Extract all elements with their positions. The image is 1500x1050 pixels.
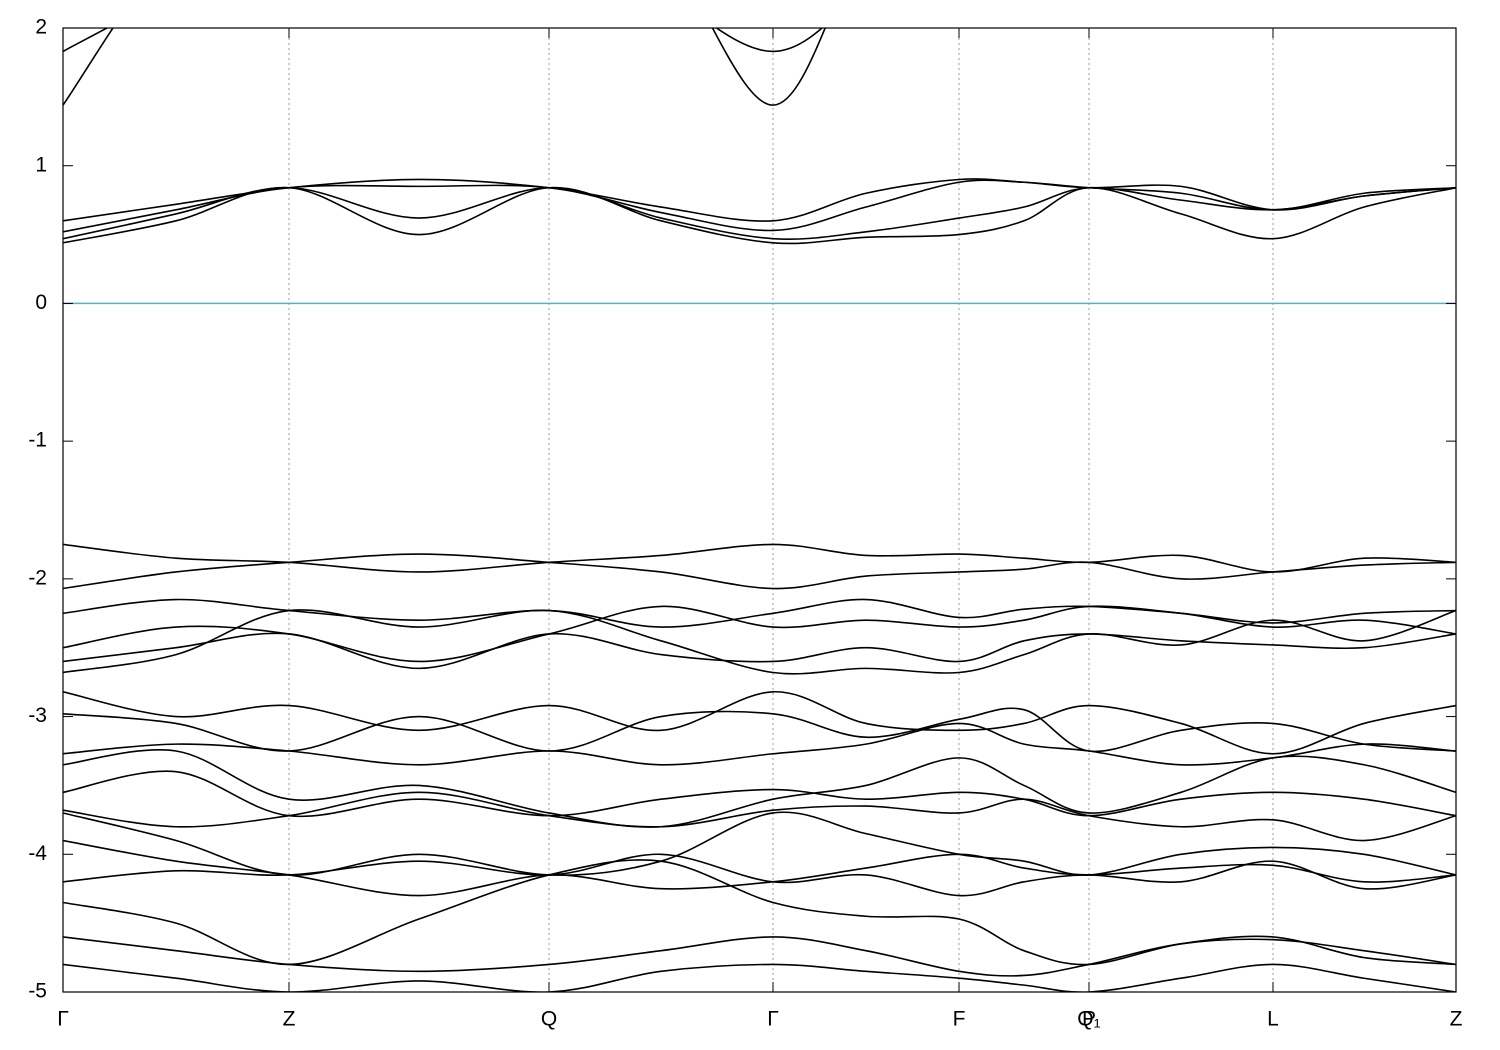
x-tick-label: Γ [767, 1008, 779, 1031]
x-tick-label: Q₁ [1077, 1008, 1100, 1031]
band [63, 936, 1456, 977]
band [63, 749, 1456, 828]
band [63, 632, 1456, 670]
x-tick-label: Z [1450, 1008, 1463, 1031]
band [63, 722, 1456, 766]
band [63, 707, 1456, 753]
x-tick-label: Q [541, 1008, 557, 1031]
band [63, 28, 824, 53]
x-tick-label: Γ [57, 1008, 69, 1031]
band [63, 553, 1456, 590]
x-tick-label: F [953, 1008, 966, 1031]
x-tick-label: L [1267, 1008, 1279, 1031]
band [63, 186, 1456, 240]
band [63, 839, 1456, 897]
band [63, 811, 1456, 876]
y-tick-label: -5 [28, 980, 47, 1003]
y-tick-label: -4 [28, 842, 47, 865]
band [63, 791, 1456, 842]
axes: Γ Z Q Γ F PQ₁ L Z -5 -4 -3 -2 -1 0 1 2 [28, 16, 1462, 1031]
y-tick-label: -2 [28, 566, 47, 589]
band [63, 543, 1456, 573]
band [63, 609, 1456, 675]
y-tick-label: 0 [35, 291, 47, 314]
x-tick-label: P [1082, 1008, 1096, 1031]
y-tick-label: 2 [35, 16, 47, 39]
y-tick-label: 1 [35, 153, 47, 176]
band [63, 690, 1456, 755]
band [63, 859, 1456, 966]
band [63, 598, 1456, 628]
bands [63, 28, 1456, 992]
band [63, 963, 1456, 992]
plot-frame [62, 27, 1457, 993]
band [63, 28, 827, 106]
band [63, 186, 1456, 245]
band [63, 770, 1456, 818]
y-tick-label: -3 [28, 704, 47, 727]
band [63, 853, 1456, 897]
x-tick-label: Z [283, 1008, 296, 1031]
y-tick-label: -1 [28, 429, 47, 452]
band [63, 178, 1456, 222]
